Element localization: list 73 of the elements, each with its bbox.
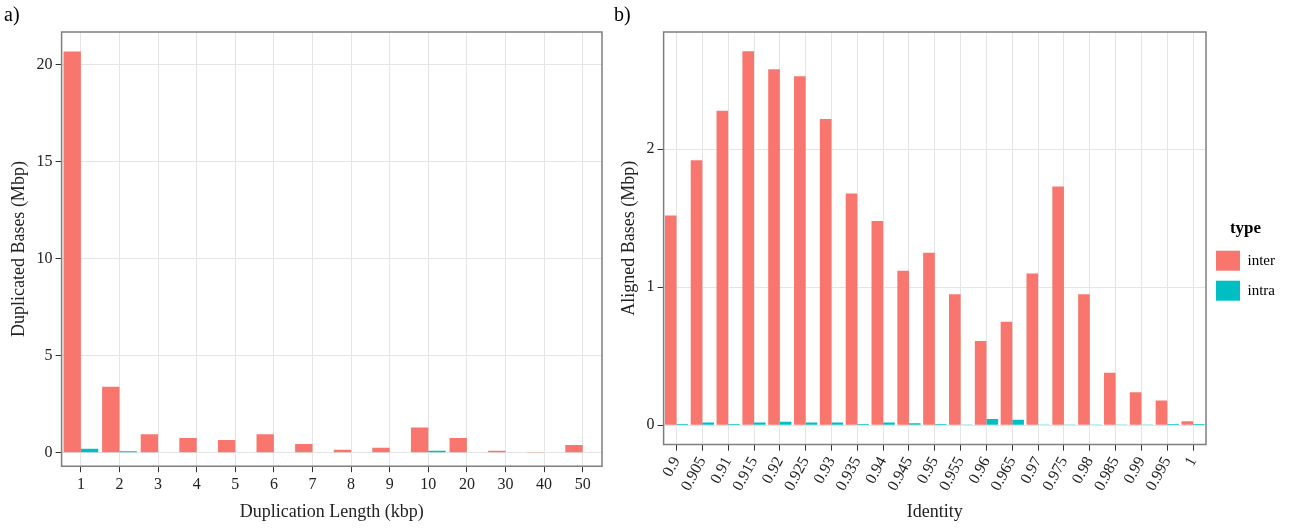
y-tick-label: 15 [36,152,53,170]
bar [742,51,754,425]
y-tick-label: 0 [44,442,53,460]
bar [179,438,197,453]
x-tick-label: 9 [385,475,394,492]
bar [1181,421,1194,425]
bar [923,252,935,425]
bar [779,421,792,425]
x-tick-label: 10 [420,475,437,492]
chart-title: b) [614,3,631,27]
legend-label: inter [1247,251,1276,268]
x-tick-label: 0.9 [658,453,683,480]
bar [702,422,714,425]
bar [256,434,274,453]
bar [140,434,159,453]
bar [949,294,961,425]
bar [1103,372,1116,425]
bar [664,215,677,425]
x-tick-label: 2 [115,475,124,492]
y-axis-title: Duplicated Bases (Mbp) [7,161,29,338]
bar [794,76,806,425]
x-tick-label: 40 [536,475,553,492]
chart-title: a) [4,3,20,27]
bar [1012,419,1024,425]
y-tick-label: 1 [646,277,655,295]
bar [819,118,832,425]
bar [754,422,766,425]
x-tick-label: 1 [76,475,85,492]
x-tick-label: 0.975 [1038,453,1071,494]
legend-title: type [1229,218,1262,238]
y-tick-label: 2 [646,139,655,157]
bar [63,51,81,453]
bar [410,427,429,453]
bar [871,221,884,425]
bar [102,386,120,453]
x-tick-label: 20 [458,475,475,492]
y-tick-label: 20 [36,55,53,73]
bar [449,438,467,453]
bar [716,110,729,425]
y-tick-label: 0 [646,415,655,433]
bar [1000,321,1013,425]
x-tick-label: 30 [497,475,514,492]
bar [1078,294,1090,425]
x-axis-title: Duplication Length (kbp) [239,500,424,522]
bar [897,270,909,425]
bar [372,447,390,453]
bar [883,422,895,425]
x-tick-label: 5 [231,475,240,492]
bar [1129,392,1142,425]
x-tick-label: 6 [269,475,278,492]
bar [845,193,858,425]
x-tick-label: 7 [308,475,317,492]
x-axis-title: Identity [906,500,963,521]
bar [1026,273,1039,425]
bar [295,443,313,453]
bar [565,444,583,453]
bar [217,440,236,453]
bar [690,160,703,425]
bar [1052,186,1064,425]
x-tick-label: 50 [574,475,591,492]
x-tick-label: 4 [192,475,201,492]
bar [974,341,987,425]
x-tick-label: 1 [1180,453,1200,469]
x-tick-label: 3 [154,475,163,492]
bar [831,422,844,425]
legend-label: intra [1247,281,1276,298]
bar [986,419,999,425]
y-tick-label: 10 [36,249,53,266]
y-axis-title: Aligned Bases (Mbp) [617,160,639,316]
y-tick-label: 5 [44,345,53,363]
bar [1155,400,1168,425]
bar [768,69,780,425]
x-tick-label: 8 [347,475,356,492]
